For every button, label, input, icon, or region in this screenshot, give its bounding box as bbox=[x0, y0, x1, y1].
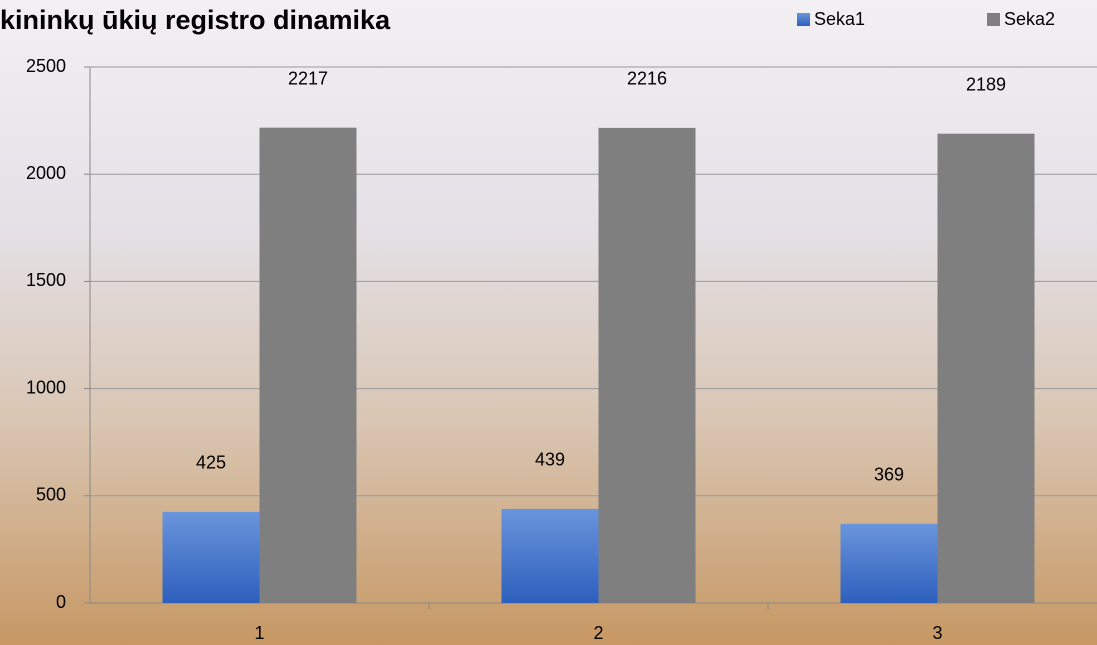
bar bbox=[840, 523, 938, 603]
data-label: 439 bbox=[535, 450, 565, 470]
data-label: 2189 bbox=[966, 74, 1006, 94]
y-tick-label: 1500 bbox=[26, 270, 66, 290]
y-tick-label: 1000 bbox=[26, 377, 66, 397]
bar bbox=[259, 127, 357, 603]
data-label: 2216 bbox=[627, 69, 667, 89]
x-tick-label: 3 bbox=[932, 623, 942, 643]
x-tick-label: 2 bbox=[593, 623, 603, 643]
legend-swatch bbox=[987, 13, 1000, 26]
bar bbox=[501, 508, 599, 603]
data-label: 2217 bbox=[288, 68, 328, 88]
chart-title: kininkų ūkių registro dinamika bbox=[0, 5, 391, 35]
y-tick-label: 2000 bbox=[26, 163, 66, 183]
data-label: 425 bbox=[196, 453, 226, 473]
bar bbox=[162, 511, 260, 603]
y-tick-label: 0 bbox=[56, 592, 66, 612]
x-tick-label: 1 bbox=[254, 623, 264, 643]
legend-label: Seka1 bbox=[814, 9, 865, 29]
y-tick-label: 2500 bbox=[26, 56, 66, 76]
legend-label: Seka2 bbox=[1004, 9, 1055, 29]
bar bbox=[937, 133, 1035, 603]
y-tick-label: 500 bbox=[36, 485, 66, 505]
data-label: 369 bbox=[874, 465, 904, 485]
bar bbox=[598, 127, 696, 604]
legend-swatch bbox=[797, 13, 810, 26]
